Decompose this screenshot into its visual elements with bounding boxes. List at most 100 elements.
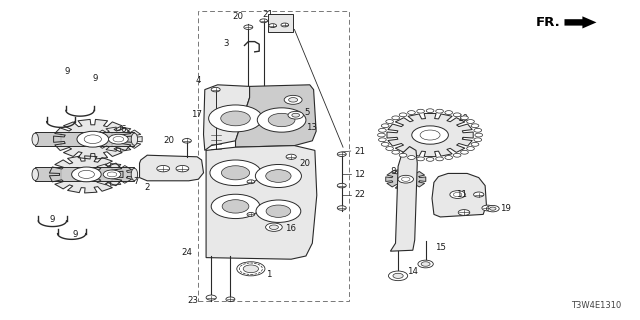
Circle shape — [461, 116, 468, 120]
Text: 6: 6 — [121, 125, 126, 134]
Ellipse shape — [32, 168, 38, 180]
Circle shape — [243, 265, 259, 273]
Circle shape — [392, 116, 399, 120]
Circle shape — [206, 295, 216, 300]
Circle shape — [269, 225, 278, 229]
Circle shape — [482, 205, 493, 211]
Circle shape — [260, 19, 268, 23]
Text: 21: 21 — [262, 10, 273, 19]
Circle shape — [268, 113, 295, 127]
Circle shape — [467, 147, 474, 150]
Circle shape — [281, 23, 289, 27]
Circle shape — [398, 175, 413, 183]
Bar — [35, 132, 134, 146]
FancyArrow shape — [564, 16, 596, 28]
Circle shape — [490, 207, 496, 210]
Text: 13: 13 — [306, 123, 317, 132]
Circle shape — [72, 167, 101, 182]
Circle shape — [255, 164, 301, 188]
Circle shape — [471, 142, 479, 146]
Circle shape — [453, 113, 461, 117]
Circle shape — [426, 109, 434, 113]
Circle shape — [226, 297, 235, 301]
Text: 20: 20 — [163, 136, 174, 145]
Text: 20: 20 — [300, 159, 310, 168]
Polygon shape — [432, 173, 486, 217]
Circle shape — [474, 192, 484, 197]
Text: 11: 11 — [456, 190, 467, 199]
Circle shape — [474, 138, 482, 142]
Polygon shape — [387, 114, 473, 156]
Circle shape — [392, 150, 399, 154]
Circle shape — [221, 166, 250, 180]
Circle shape — [417, 109, 424, 113]
Circle shape — [453, 153, 461, 157]
Circle shape — [399, 113, 407, 117]
Circle shape — [399, 153, 407, 157]
Circle shape — [381, 142, 389, 146]
Circle shape — [450, 191, 465, 198]
Circle shape — [109, 134, 128, 144]
Circle shape — [386, 147, 394, 150]
Polygon shape — [386, 169, 426, 189]
Bar — [268, 14, 293, 32]
Circle shape — [337, 206, 346, 210]
Circle shape — [176, 165, 189, 172]
Circle shape — [257, 108, 306, 132]
Text: 16: 16 — [285, 224, 296, 233]
Polygon shape — [140, 155, 204, 181]
Circle shape — [474, 128, 482, 132]
Circle shape — [388, 271, 408, 281]
Ellipse shape — [32, 133, 38, 145]
Text: 14: 14 — [407, 267, 418, 276]
Text: 9: 9 — [92, 74, 97, 83]
Text: 9: 9 — [65, 67, 70, 76]
Circle shape — [266, 170, 291, 182]
Circle shape — [458, 210, 470, 215]
Text: 4: 4 — [196, 76, 201, 84]
Text: 3: 3 — [223, 39, 229, 48]
Circle shape — [266, 205, 291, 217]
Circle shape — [445, 111, 452, 115]
Circle shape — [211, 87, 220, 92]
Polygon shape — [236, 85, 316, 147]
Circle shape — [417, 157, 424, 161]
Text: 18: 18 — [256, 209, 267, 218]
Polygon shape — [54, 119, 132, 159]
Text: 9: 9 — [73, 230, 78, 239]
Circle shape — [378, 133, 385, 137]
Circle shape — [461, 150, 468, 154]
Circle shape — [247, 212, 255, 216]
Text: 2: 2 — [145, 183, 150, 192]
Circle shape — [471, 124, 479, 128]
Ellipse shape — [131, 133, 138, 145]
Text: 12: 12 — [354, 170, 365, 179]
Polygon shape — [206, 146, 317, 259]
Circle shape — [486, 205, 499, 212]
Circle shape — [337, 183, 346, 188]
Text: 19: 19 — [500, 204, 511, 213]
Text: 21: 21 — [354, 147, 365, 156]
Circle shape — [182, 139, 191, 143]
Circle shape — [412, 126, 449, 144]
Text: 22: 22 — [354, 190, 365, 199]
Circle shape — [209, 105, 262, 132]
Circle shape — [475, 133, 483, 137]
Text: 20: 20 — [232, 12, 244, 20]
Circle shape — [269, 24, 276, 28]
Circle shape — [157, 165, 170, 172]
Circle shape — [222, 200, 249, 213]
Circle shape — [256, 200, 301, 222]
Circle shape — [289, 98, 298, 102]
Circle shape — [418, 260, 433, 268]
Circle shape — [381, 124, 389, 128]
Circle shape — [210, 160, 261, 186]
Circle shape — [408, 156, 415, 159]
Circle shape — [386, 120, 394, 124]
Polygon shape — [439, 185, 476, 204]
Circle shape — [221, 111, 250, 126]
Circle shape — [237, 262, 265, 276]
Bar — [35, 167, 134, 181]
Polygon shape — [95, 127, 142, 151]
Circle shape — [378, 128, 386, 132]
